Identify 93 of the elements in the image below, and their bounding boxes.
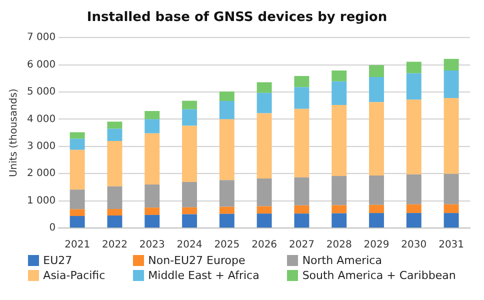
bar bbox=[182, 214, 197, 228]
bar bbox=[332, 213, 347, 228]
bar bbox=[144, 133, 160, 184]
bar bbox=[256, 214, 272, 228]
y-tick-label: 5 000 bbox=[26, 86, 56, 98]
bar bbox=[107, 215, 122, 228]
bar bbox=[369, 204, 384, 214]
bar bbox=[256, 92, 272, 114]
bar bbox=[107, 208, 122, 216]
bar bbox=[219, 214, 234, 228]
bar bbox=[256, 206, 272, 214]
bar bbox=[406, 204, 422, 214]
bar bbox=[144, 208, 160, 215]
bar bbox=[444, 174, 459, 204]
bar bbox=[369, 176, 384, 205]
y-tick-label: 4 000 bbox=[26, 114, 56, 125]
x-tick-label: 2031 bbox=[438, 240, 464, 251]
bar bbox=[444, 204, 459, 214]
bar bbox=[182, 182, 197, 208]
bar bbox=[107, 122, 122, 129]
bar bbox=[219, 206, 234, 214]
bar bbox=[70, 150, 85, 190]
y-tick-label: 2 000 bbox=[26, 168, 56, 180]
x-tick-label: 2027 bbox=[288, 240, 314, 251]
bar bbox=[406, 174, 422, 204]
bar bbox=[144, 214, 160, 228]
bar bbox=[144, 111, 160, 120]
bar bbox=[107, 140, 122, 186]
legend-label: Non-EU27 Europe bbox=[148, 254, 246, 267]
bar bbox=[369, 65, 384, 78]
y-axis-title: Units (thousands) bbox=[8, 88, 20, 178]
chart-title: Installed base of GNSS devices by region bbox=[86, 10, 388, 26]
bar bbox=[332, 81, 347, 106]
bar bbox=[219, 119, 234, 180]
legend-label: South America + Caribbean bbox=[302, 269, 456, 282]
bar bbox=[294, 76, 310, 88]
bar bbox=[406, 213, 422, 228]
legend-label: Asia-Pacific bbox=[43, 269, 106, 282]
y-tick-label: 1 000 bbox=[26, 195, 56, 206]
x-tick-label: 2024 bbox=[176, 240, 202, 251]
bar bbox=[294, 108, 310, 178]
bar bbox=[406, 62, 422, 74]
bar bbox=[182, 100, 197, 110]
bar bbox=[219, 91, 234, 101]
bar bbox=[144, 119, 160, 134]
y-tick-label: 3 000 bbox=[26, 140, 56, 152]
bar bbox=[182, 126, 197, 182]
x-tick-label: 2022 bbox=[102, 240, 128, 251]
y-tick-label: 7 000 bbox=[26, 32, 56, 44]
bar bbox=[70, 209, 85, 216]
legend-label: Middle East + Africa bbox=[148, 269, 260, 282]
bar bbox=[219, 180, 234, 207]
x-tick-label: 2023 bbox=[139, 240, 165, 251]
bar bbox=[294, 177, 310, 206]
bar bbox=[70, 190, 85, 210]
bar bbox=[70, 132, 85, 139]
bar bbox=[332, 205, 347, 214]
bar bbox=[70, 138, 85, 150]
bar bbox=[256, 178, 272, 206]
bar bbox=[294, 214, 310, 228]
x-tick-label: 2028 bbox=[326, 240, 352, 251]
bar bbox=[406, 100, 422, 174]
x-tick-label: 2021 bbox=[64, 240, 90, 251]
bar bbox=[219, 100, 234, 120]
bar bbox=[294, 205, 310, 214]
legend-label: North America bbox=[302, 254, 382, 267]
bar bbox=[444, 58, 459, 71]
bar bbox=[70, 216, 85, 228]
bar bbox=[369, 213, 384, 228]
x-tick-label: 2026 bbox=[252, 240, 278, 251]
y-tick-label: 0 bbox=[49, 222, 56, 234]
bar bbox=[369, 102, 384, 176]
legend-label: EU27 bbox=[43, 254, 72, 267]
bar bbox=[107, 186, 122, 209]
bar bbox=[182, 109, 197, 126]
bar bbox=[369, 77, 384, 102]
x-tick-label: 2029 bbox=[364, 240, 390, 251]
bar bbox=[444, 98, 459, 174]
x-tick-label: 2030 bbox=[401, 240, 427, 251]
bar bbox=[406, 73, 422, 100]
x-tick-label: 2025 bbox=[214, 240, 240, 251]
bar bbox=[107, 128, 122, 141]
bar bbox=[182, 207, 197, 214]
bar bbox=[294, 87, 310, 109]
bar bbox=[256, 82, 272, 93]
bar bbox=[444, 213, 459, 228]
bar bbox=[256, 113, 272, 178]
bar bbox=[332, 176, 347, 206]
bar bbox=[444, 70, 459, 98]
bar bbox=[332, 70, 347, 82]
bar bbox=[144, 184, 160, 208]
y-tick-label: 6 000 bbox=[26, 59, 56, 70]
bar bbox=[332, 105, 347, 176]
